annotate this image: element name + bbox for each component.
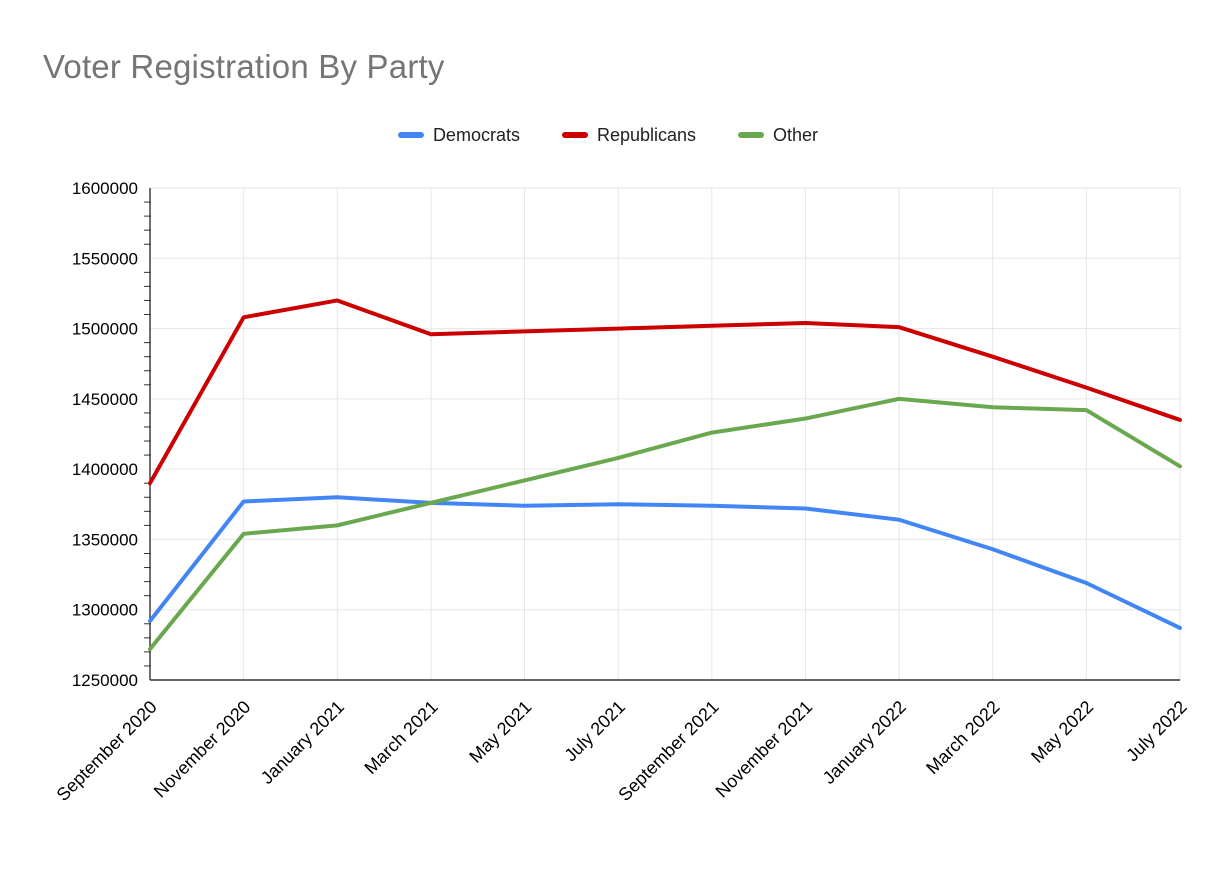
y-tick-label: 1400000 bbox=[72, 460, 138, 479]
y-tick-label: 1500000 bbox=[72, 320, 138, 339]
legend-swatch-other bbox=[738, 132, 765, 138]
x-tick-label: November 2021 bbox=[712, 697, 817, 802]
series-line-other bbox=[148, 396, 1182, 652]
x-tick-label: May 2022 bbox=[1027, 697, 1097, 767]
x-tick-label: March 2022 bbox=[922, 697, 1003, 778]
legend-label: Democrats bbox=[432, 124, 520, 145]
y-tick-label: 1250000 bbox=[72, 671, 138, 690]
legend-item-democrats[interactable]: Democrats bbox=[397, 124, 520, 146]
chart-title: Voter Registration By Party bbox=[43, 48, 445, 85]
legend-swatch-republicans bbox=[561, 132, 588, 138]
legend-item-republicans[interactable]: Republicans bbox=[561, 124, 697, 146]
x-tick-label: September 2020 bbox=[53, 697, 161, 805]
legend-label: Republicans bbox=[596, 124, 697, 145]
x-tick-label: May 2021 bbox=[465, 697, 535, 767]
legend-item-other[interactable]: Other bbox=[738, 125, 818, 146]
x-tick-label: January 2021 bbox=[257, 697, 348, 788]
series-line-democrats bbox=[148, 495, 1182, 630]
legend-swatch-democrats bbox=[397, 132, 424, 138]
series-line-republicans bbox=[148, 298, 1182, 486]
x-tick-label: July 2021 bbox=[560, 697, 629, 766]
y-tick-label: 1600000 bbox=[72, 179, 138, 198]
legend: Democrats Republicans Other bbox=[0, 122, 1216, 148]
x-tick-label: September 2021 bbox=[614, 697, 722, 805]
x-tick-label: November 2020 bbox=[150, 697, 255, 802]
x-tick-label: July 2022 bbox=[1122, 697, 1191, 766]
y-tick-label: 1300000 bbox=[72, 601, 138, 620]
y-tick-label: 1550000 bbox=[72, 249, 138, 268]
legend-label: Other bbox=[773, 124, 819, 145]
x-tick-label: March 2021 bbox=[360, 697, 441, 778]
x-tick-label: January 2022 bbox=[819, 697, 910, 788]
y-tick-label: 1350000 bbox=[72, 530, 138, 549]
y-tick-label: 1450000 bbox=[72, 390, 138, 409]
